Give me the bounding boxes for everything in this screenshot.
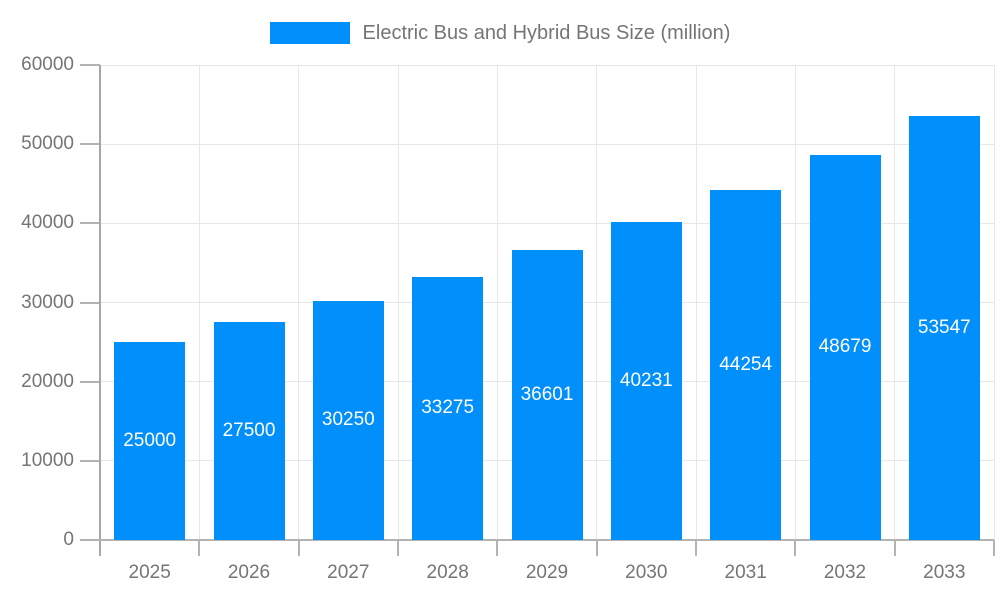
x-axis-label: 2027 [327,562,370,583]
x-axis-tick [595,540,598,556]
x-gridline [198,65,200,540]
y-axis-tick [80,301,100,304]
bar-value-label: 48679 [818,336,872,358]
x-axis-label: 2025 [128,562,171,583]
y-axis-label: 30000 [21,291,74,313]
y-axis-label: 0 [63,529,74,550]
bar-value-label: 53547 [917,317,971,339]
x-gridline [894,65,896,540]
y-axis-tick [80,143,100,146]
x-axis-tick [397,540,399,556]
x-gridline [298,65,300,540]
y-axis-tick [80,64,100,66]
x-axis-label: 2026 [227,562,271,583]
x-axis-label: 2032 [823,562,867,583]
bar-value-label: 44254 [719,353,773,375]
x-axis-tick [198,540,201,556]
bar-value-label: 36601 [520,384,574,406]
x-gridline [596,65,598,540]
x-gridline [993,65,995,540]
y-axis-label: 10000 [21,449,74,471]
x-gridline [397,65,399,540]
x-axis-tick [496,540,499,556]
bar-2030 [610,221,682,540]
y-axis-line [99,65,101,556]
x-gridline [794,65,796,540]
chart-legend: Electric Bus and Hybrid Bus Size (millio… [0,22,1000,44]
x-axis-label: 2030 [625,562,668,583]
y-gridline [100,222,994,224]
bar-value-label: 27500 [222,420,276,442]
x-axis-label: 2031 [724,562,767,583]
x-axis-label: 2029 [525,562,569,583]
y-axis-label: 20000 [21,370,74,392]
x-axis-tick [893,540,896,556]
bar-2029 [511,250,583,540]
x-axis-tick [794,540,797,556]
bar-2028 [412,276,484,540]
bar-2027 [312,300,384,540]
x-axis-tick [297,540,300,556]
bar-2031 [710,189,782,540]
bar-value-label: 40231 [619,369,673,391]
bar-value-label: 25000 [123,430,177,452]
x-axis-tick [695,540,697,556]
y-axis-tick [80,222,100,225]
x-gridline [496,65,498,540]
y-axis-label: 40000 [21,212,74,234]
bar-value-label: 33275 [421,397,475,419]
legend-swatch-icon [269,22,350,44]
y-axis-label: 60000 [21,54,74,75]
legend-item[interactable]: Electric Bus and Hybrid Bus Size (millio… [269,21,731,45]
y-axis-tick [80,380,100,383]
x-axis-line [80,539,994,541]
x-axis-tick [993,540,995,556]
y-axis-tick [80,459,100,462]
bar-2026 [213,322,285,540]
y-axis-label: 50000 [21,133,74,155]
bar-2025 [114,342,186,540]
x-axis-label: 2028 [426,562,469,583]
legend-label: Electric Bus and Hybrid Bus Size (millio… [362,21,731,44]
bar-2033 [908,116,980,540]
bar-2032 [809,154,881,540]
bar-value-label: 30250 [321,409,375,431]
x-gridline [695,65,697,540]
y-gridline [100,143,994,145]
x-axis-label: 2033 [923,562,966,583]
y-gridline [100,64,994,66]
